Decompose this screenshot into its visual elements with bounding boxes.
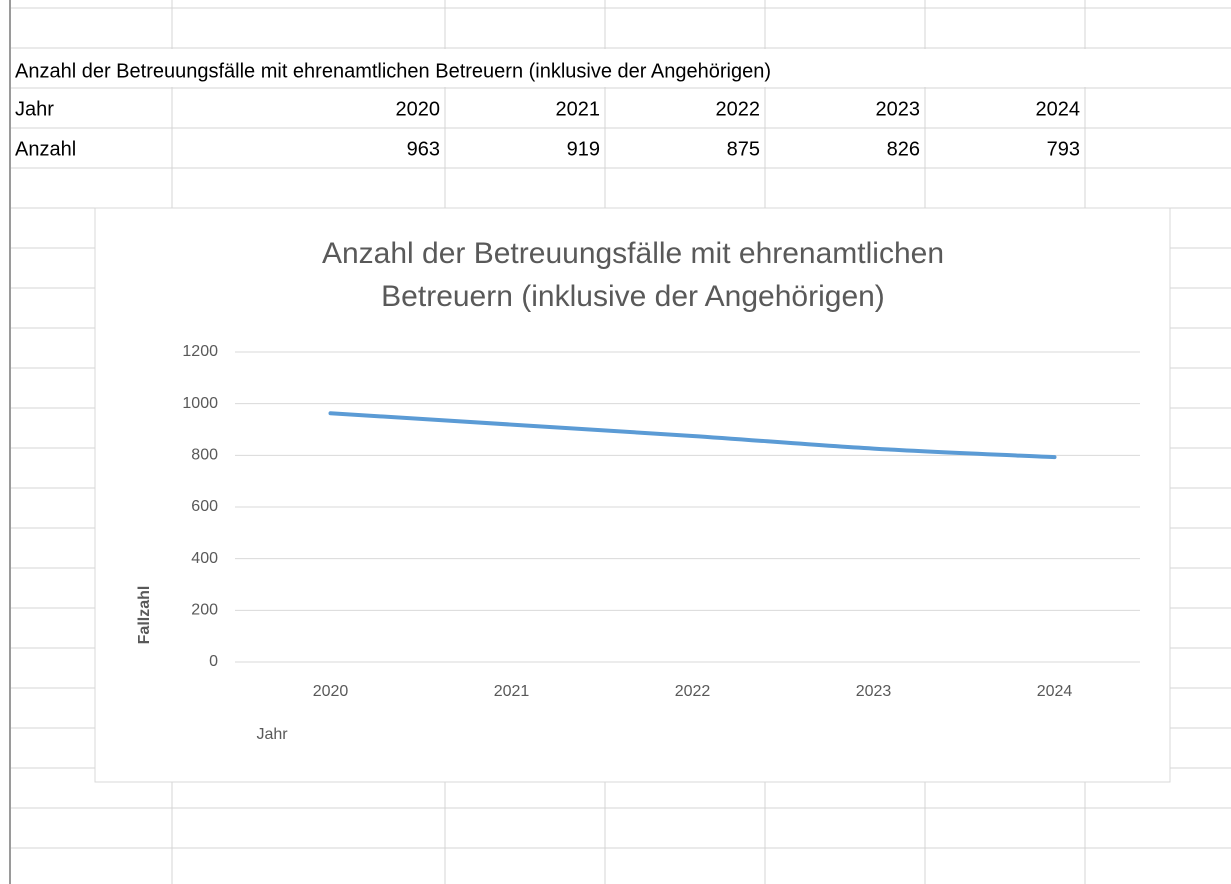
cell-value: 2021 <box>556 98 601 120</box>
y-tick-label: 0 <box>209 653 218 670</box>
y-axis-title: Fallzahl <box>136 586 153 645</box>
row-header: Jahr <box>15 98 54 120</box>
cells: Anzahl der Betreuungsfälle mit ehrenamtl… <box>15 60 1080 160</box>
cell-value: 826 <box>887 138 920 160</box>
y-tick-label: 1000 <box>182 395 218 412</box>
y-tick-label: 800 <box>191 447 218 464</box>
cell-value: 919 <box>567 138 600 160</box>
cell-value: 2024 <box>1036 98 1081 120</box>
x-tick-label: 2022 <box>675 683 711 700</box>
title-cell-bg <box>11 49 1111 87</box>
cell-value: 2023 <box>876 98 921 120</box>
y-tick-label: 200 <box>191 602 218 619</box>
cell-value: 2020 <box>396 98 441 120</box>
chart-title: Anzahl der Betreuungsfälle mit ehrenamtl… <box>322 237 944 270</box>
chart-title: Betreuern (inklusive der Angehörigen) <box>381 280 885 313</box>
y-tick-label: 600 <box>191 498 218 515</box>
table-title: Anzahl der Betreuungsfälle mit ehrenamtl… <box>15 60 771 82</box>
row-header: Anzahl <box>15 138 76 160</box>
chart: Anzahl der Betreuungsfälle mit ehrenamtl… <box>136 237 1140 743</box>
chart-area[interactable] <box>94 207 1171 783</box>
x-axis-title: Jahr <box>256 726 288 743</box>
x-tick-label: 2021 <box>494 683 530 700</box>
cell-value: 963 <box>407 138 440 160</box>
x-tick-label: 2024 <box>1037 683 1073 700</box>
data-line <box>328 411 1057 460</box>
y-tick-label: 1200 <box>182 343 218 360</box>
y-tick-label: 400 <box>191 550 218 567</box>
x-tick-label: 2023 <box>856 683 892 700</box>
cell-value: 875 <box>727 138 760 160</box>
cell-value: 2022 <box>716 98 761 120</box>
cell-value: 793 <box>1047 138 1080 160</box>
x-tick-label: 2020 <box>313 683 349 700</box>
